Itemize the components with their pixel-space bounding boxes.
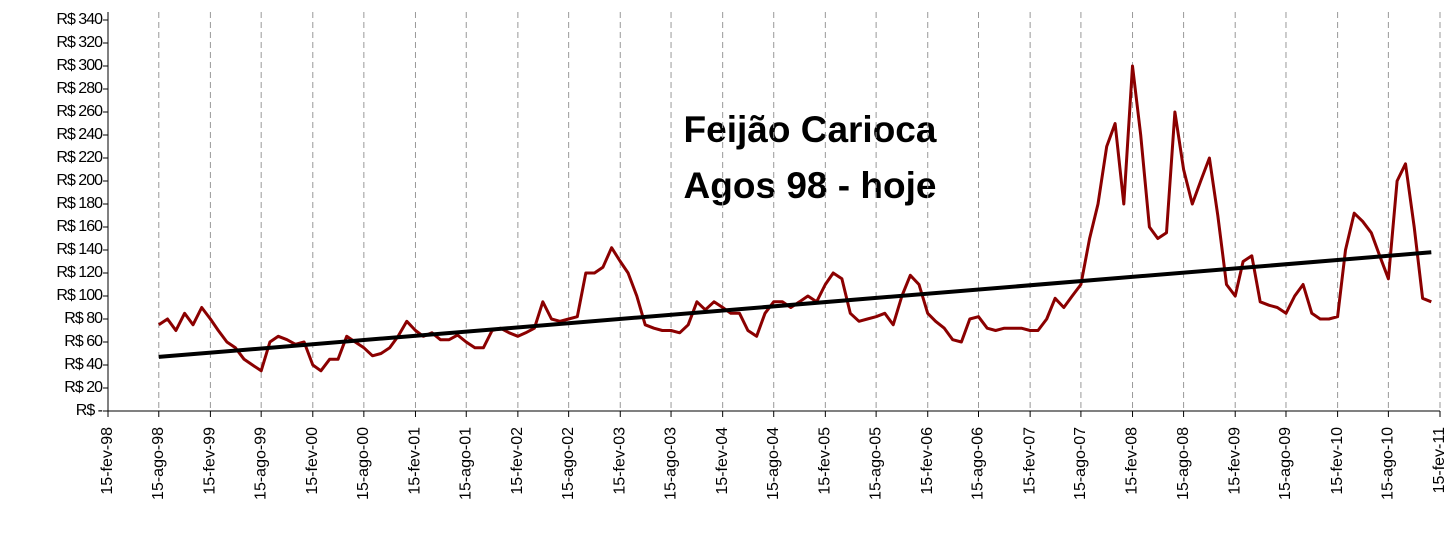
x-tick-label: 15-fev-11 bbox=[1431, 427, 1448, 494]
y-tick-label: R$ 300 bbox=[56, 57, 103, 74]
y-tick-label: R$ 80 bbox=[64, 310, 103, 327]
trend-line bbox=[158, 250, 1432, 359]
x-tick-label: 15-fev-05 bbox=[817, 427, 834, 495]
y-tick-label: R$ 260 bbox=[56, 103, 103, 120]
x-tick-label: 15-ago-00 bbox=[355, 427, 372, 500]
x-tick-label: 15-fev-98 bbox=[99, 427, 116, 495]
x-tick-label: 15-fev-10 bbox=[1329, 427, 1346, 495]
y-tick-label: R$ 160 bbox=[56, 218, 103, 235]
x-tick-label: 15-fev-99 bbox=[202, 427, 219, 495]
y-tick-label: R$ 320 bbox=[56, 34, 103, 51]
x-tick-label: 15-ago-08 bbox=[1175, 427, 1192, 500]
x-tick-label: 15-fev-04 bbox=[714, 427, 731, 495]
x-tick-label: 15-fev-09 bbox=[1226, 427, 1243, 495]
chart-subtitle: Agos 98 - hoje bbox=[684, 165, 937, 206]
y-tick-label: R$ 20 bbox=[64, 379, 103, 396]
x-tick-label: 15-fev-03 bbox=[611, 427, 628, 495]
x-tick-label: 15-fev-06 bbox=[919, 427, 936, 495]
y-tick-label: R$ 340 bbox=[56, 11, 103, 28]
x-tick-label: 15-ago-01 bbox=[457, 427, 474, 500]
x-tick-label: 15-ago-06 bbox=[970, 427, 987, 500]
chart-title: Feijão Carioca bbox=[684, 109, 937, 150]
y-tick-label: R$ 120 bbox=[56, 264, 103, 281]
y-tick-label: R$ 200 bbox=[56, 172, 103, 189]
x-tick-label: 15-fev-00 bbox=[304, 427, 321, 495]
y-tick-label: R$ 40 bbox=[64, 356, 103, 373]
x-tick-label: 15-ago-03 bbox=[662, 427, 679, 500]
y-tick-label: R$ 140 bbox=[56, 241, 103, 258]
y-tick-label: R$ 220 bbox=[56, 149, 103, 166]
y-tick-label: R$ 60 bbox=[64, 333, 103, 350]
x-tick-label: 15-ago-98 bbox=[150, 427, 167, 500]
y-tick-label: R$ 280 bbox=[56, 80, 103, 97]
x-tick-label: 15-ago-07 bbox=[1072, 427, 1089, 500]
y-tick-label: R$ 240 bbox=[56, 126, 103, 143]
x-tick-label: 15-fev-01 bbox=[407, 427, 424, 495]
x-tick-label: 15-fev-08 bbox=[1124, 427, 1141, 495]
x-tick-label: 15-ago-09 bbox=[1277, 427, 1294, 500]
y-tick-label: R$ 180 bbox=[56, 195, 103, 212]
x-tick-label: 15-ago-99 bbox=[252, 427, 269, 500]
x-tick-label: 15-ago-04 bbox=[765, 427, 782, 500]
x-tick-label: 15-fev-02 bbox=[509, 427, 526, 495]
y-tick-label: R$ - bbox=[76, 402, 103, 419]
y-tick-label: R$ 100 bbox=[56, 287, 103, 304]
x-tick-label: 15-ago-05 bbox=[867, 427, 884, 500]
x-tick-label: 15-ago-02 bbox=[560, 427, 577, 500]
x-tick-label: 15-ago-10 bbox=[1380, 427, 1397, 500]
x-tick-label: 15-fev-07 bbox=[1021, 427, 1038, 495]
